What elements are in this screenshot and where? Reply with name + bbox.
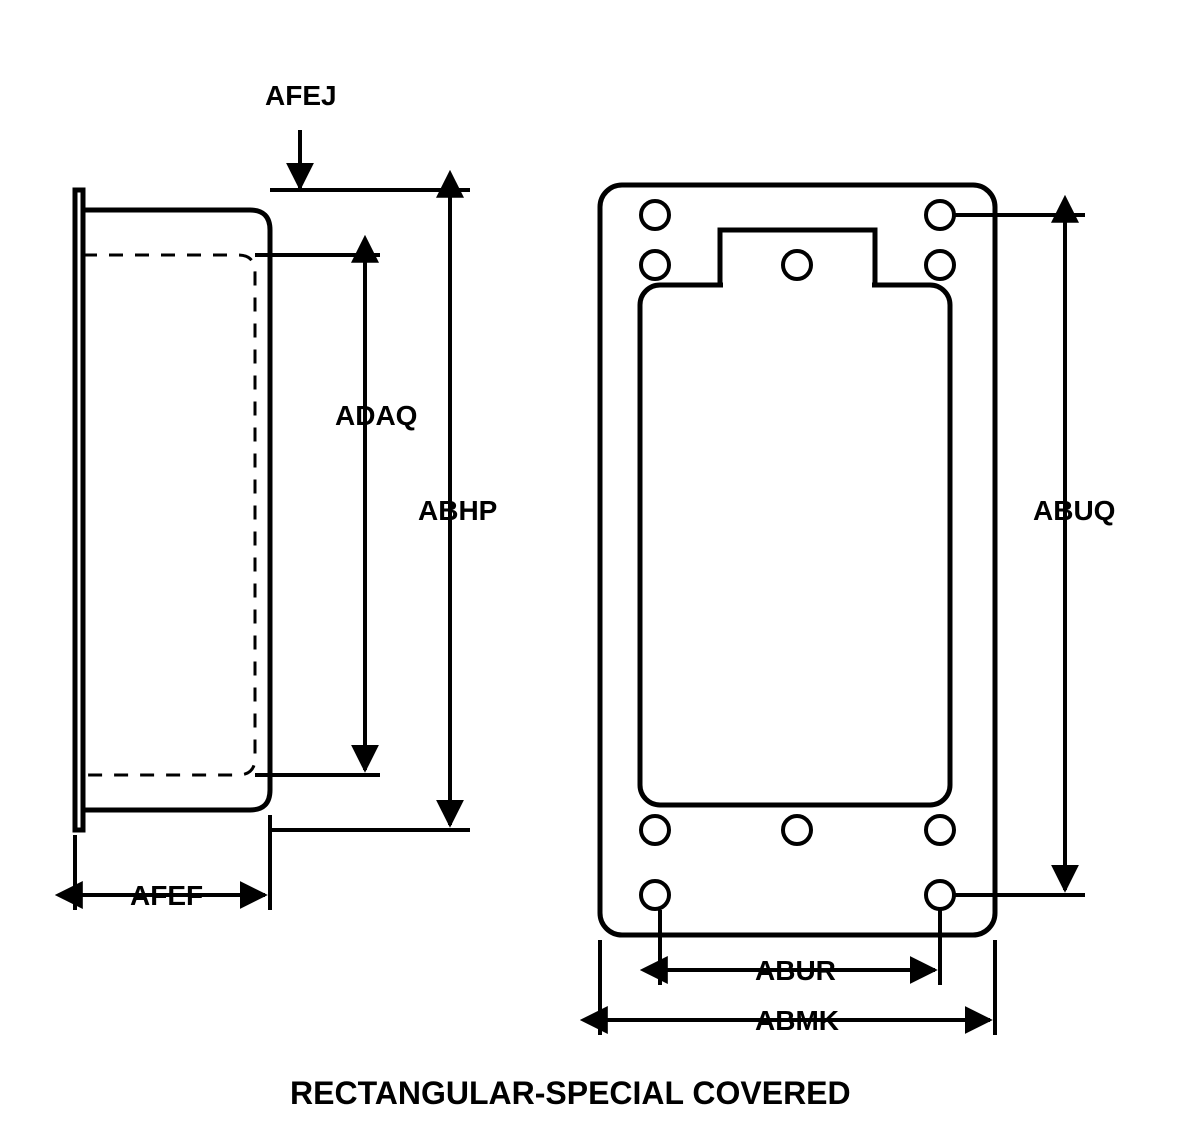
technical-drawing [0, 0, 1200, 1140]
hole [783, 816, 811, 844]
hole [926, 881, 954, 909]
hole [926, 251, 954, 279]
abmk-label: ABMK [755, 1005, 839, 1037]
abhp-label: ABHP [418, 495, 497, 527]
hole [783, 251, 811, 279]
afej-label: AFEJ [265, 80, 337, 112]
left-inner-dashed [83, 255, 255, 775]
hole [926, 816, 954, 844]
right-outer-plate [600, 185, 995, 935]
hole [641, 816, 669, 844]
diagram-canvas: AFEJ ADAQ ABHP AFEF ABUQ ABUR ABMK RECTA… [0, 0, 1200, 1140]
diagram-title: RECTANGULAR-SPECIAL COVERED [290, 1075, 851, 1112]
adaq-label: ADAQ [335, 400, 417, 432]
right-tab [720, 230, 875, 285]
hole [926, 201, 954, 229]
abur-label: ABUR [755, 955, 836, 987]
hole [641, 201, 669, 229]
left-flange [75, 190, 83, 830]
abuq-label: ABUQ [1033, 495, 1115, 527]
left-box-outline [83, 210, 270, 810]
afef-label: AFEF [130, 880, 203, 912]
right-cover [640, 285, 950, 805]
hole [641, 251, 669, 279]
hole [641, 881, 669, 909]
